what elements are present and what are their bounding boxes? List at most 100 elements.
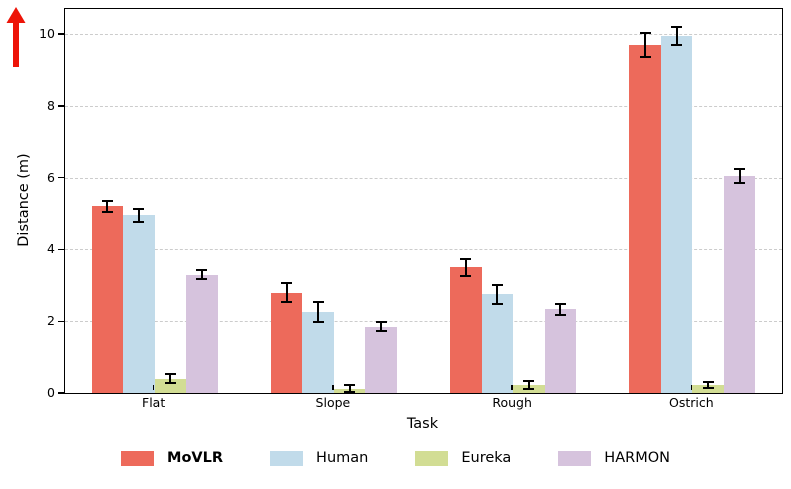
error-bar-cap [639,55,651,58]
bar-eureka-ostrich [692,385,724,393]
error-bar-cap [702,386,714,389]
x-tick-mark [511,385,513,390]
error-bar [317,302,320,323]
y-tick-label: 0 [47,385,55,400]
up-arrow-head [6,7,26,23]
up-arrow-icon [6,7,26,67]
x-tick-label-slope: Slope [315,395,351,410]
y-tick-mark [58,105,64,107]
y-tick-label: 8 [47,97,55,113]
error-bar-cap [344,391,356,394]
bar-human-ostrich [660,35,693,393]
legend-swatch [415,450,449,466]
y-tick-label: 10 [39,26,55,42]
x-tick-label-rough: Rough [492,395,532,410]
legend-item-harmon: HARMON [558,450,670,466]
error-bar-cap [554,302,566,305]
error-bar-cap [523,379,535,382]
error-bar-cap [375,330,387,333]
legend: MoVLR Human Eureka HARMON [0,450,791,466]
y-tick-mark [58,320,64,322]
bar-movlr-slope [270,292,303,393]
x-tick-label-flat: Flat [142,395,166,410]
gridline-y10 [65,34,782,36]
error-bar [496,284,499,304]
y-tick-label: 4 [47,241,55,257]
error-bar [137,208,140,222]
error-bar-cap [460,257,472,260]
bar-harmon-rough [544,309,577,393]
error-bar-cap [523,388,535,391]
error-bar [106,200,109,213]
error-bar-cap [702,381,714,384]
error-bar-cap [460,275,472,277]
legend-label: HARMON [604,450,670,466]
error-bar [348,385,351,393]
error-bar [707,382,710,388]
bar-human-rough [481,294,514,393]
legend-item-movlr: MoVLR [121,450,223,466]
error-bar-cap [734,167,746,170]
error-bar-cap [101,199,113,202]
legend-item-eureka: Eureka [415,450,511,466]
gridline-y6 [65,177,782,179]
gridline-y2 [65,321,782,323]
error-bar [464,258,467,276]
error-bar [380,321,383,332]
bar-harmon-flat [186,274,218,393]
up-arrow-shaft [13,21,19,67]
y-axis-title: Distance (m) [16,153,32,247]
y-tick-mark [58,392,64,394]
bar-harmon-ostrich [723,175,756,393]
x-axis-title: Task [406,416,439,432]
bar-movlr-flat [91,206,124,393]
gridline-y8 [65,105,782,107]
legend-swatch [270,450,304,466]
legend-item-human: Human [270,450,368,466]
y-tick-mark [58,176,64,179]
error-bar [200,270,203,279]
error-bar-cap [281,300,293,303]
error-bar-cap [671,43,683,46]
error-bar-cap [312,301,324,304]
bar-movlr-ostrich [629,44,661,393]
error-bar [675,26,678,45]
legend-swatch [558,450,592,466]
error-bar-cap [133,220,145,223]
error-bar-cap [491,283,503,286]
legend-label: Human [316,450,369,466]
error-bar-cap [344,384,356,387]
error-bar-cap [671,25,683,28]
plot-area: 0 2 4 6 8 10 [39,8,783,400]
error-bar [527,380,530,390]
error-bar-cap [554,314,566,317]
error-bar [285,283,288,302]
legend-label: Eureka [461,450,512,466]
error-bar-cap [639,32,651,35]
x-tick-mark [690,385,693,390]
error-bar [169,374,172,383]
error-bar-cap [196,269,208,272]
error-bar-cap [133,207,145,210]
error-bar [738,168,741,184]
error-bar-cap [196,277,208,280]
bar-harmon-slope [365,326,397,393]
x-tick-mark [152,385,155,390]
error-bar-cap [312,321,324,324]
error-bar [644,33,647,57]
bar-human-slope [302,312,334,393]
x-tick-mark [332,385,334,390]
x-tick-label-ostrich: Ostrich [669,395,714,410]
y-tick-mark [58,248,64,251]
legend-label: MoVLR [167,450,224,466]
error-bar-cap [491,302,503,305]
bar-human-flat [123,215,155,393]
error-bar-cap [734,182,746,185]
y-tick-mark [58,33,64,35]
gridline-y4 [65,249,782,251]
error-bar-cap [164,381,176,384]
bar-movlr-rough [450,267,482,393]
error-bar-cap [375,320,387,323]
bar-eureka-flat [154,378,187,393]
